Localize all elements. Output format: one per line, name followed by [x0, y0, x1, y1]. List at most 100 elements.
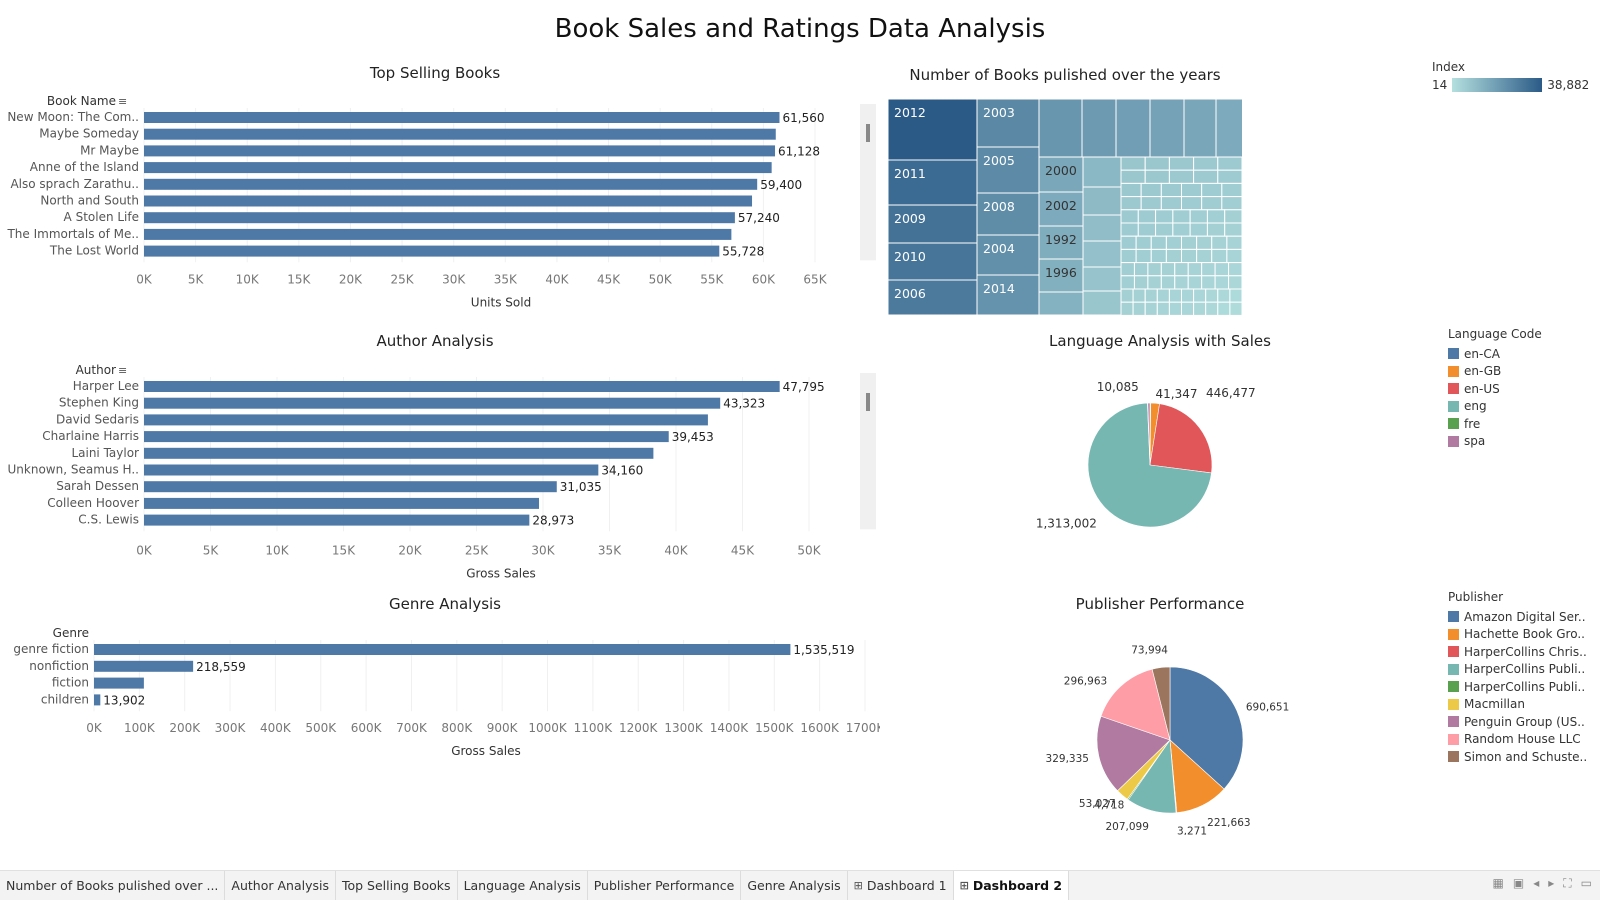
- treemap-cell[interactable]: [1140, 196, 1162, 211]
- treemap-cell[interactable]: [1133, 262, 1149, 277]
- books-per-year-treemap[interactable]: 2012 2011 2009 2010 2006 2003 2005 2008 2004 2014…: [888, 99, 1242, 315]
- treemap-cell[interactable]: [1221, 196, 1242, 211]
- treemap-cell[interactable]: [1144, 301, 1158, 315]
- treemap-cell[interactable]: [1174, 275, 1189, 290]
- tab-author-analysis[interactable]: Author Analysis: [225, 870, 336, 900]
- treemap-cell[interactable]: [1172, 209, 1191, 224]
- treemap-cell[interactable]: [1147, 262, 1162, 277]
- film-strip-icon[interactable]: ▣: [1512, 876, 1525, 890]
- treemap-cell[interactable]: [888, 279, 978, 315]
- treemap-cell[interactable]: [1120, 222, 1139, 237]
- treemap-cell[interactable]: [1174, 262, 1189, 277]
- treemap-cell[interactable]: [1226, 248, 1242, 264]
- tab-publisher-performance[interactable]: Publisher Performance: [588, 870, 742, 900]
- author-analysis-bar-chart[interactable]: Author ≡ Harper Lee 47,795 Stephen King 43,32…: [0, 355, 880, 585]
- treemap-cell[interactable]: [1135, 248, 1152, 264]
- author-bar[interactable]: [144, 464, 599, 476]
- grid-view-icon[interactable]: ▦: [1492, 876, 1504, 890]
- treemap-cell[interactable]: [1187, 275, 1203, 290]
- treemap-cell[interactable]: [1193, 156, 1219, 171]
- treemap-cell[interactable]: [1168, 169, 1195, 184]
- treemap-cell[interactable]: [1193, 301, 1207, 315]
- treemap-cell[interactable]: [1038, 225, 1084, 260]
- top-selling-bar[interactable]: [144, 178, 758, 190]
- treemap-cell[interactable]: [888, 204, 978, 244]
- treemap-cell[interactable]: [1147, 275, 1162, 290]
- treemap-cell[interactable]: [1196, 248, 1213, 264]
- treemap-cell[interactable]: [1120, 182, 1142, 198]
- treemap-cell[interactable]: [1172, 222, 1191, 237]
- publisher-legend-item-amazon-digital-ser[interactable]: Amazon Digital Ser..: [1448, 608, 1587, 626]
- language-legend-item-en-us[interactable]: en-US: [1448, 380, 1542, 398]
- language-legend-item-en-ca[interactable]: en-CA: [1448, 345, 1542, 363]
- author-bar[interactable]: [144, 414, 708, 426]
- treemap-cell[interactable]: [1120, 196, 1142, 211]
- publisher-slice-simon-and-schuste[interactable]: [1151, 666, 1171, 741]
- treemap-cell[interactable]: [1228, 262, 1242, 277]
- treemap-cell[interactable]: [1217, 288, 1231, 303]
- genre-bar[interactable]: [94, 660, 194, 672]
- treemap-cell[interactable]: [1156, 301, 1170, 315]
- treemap-cell[interactable]: [1168, 288, 1182, 303]
- treemap-cell[interactable]: [1120, 248, 1137, 264]
- treemap-cell[interactable]: [1150, 235, 1167, 250]
- top-selling-bar[interactable]: [144, 228, 732, 240]
- treemap-cell[interactable]: [1229, 288, 1242, 303]
- treemap-cell[interactable]: [1120, 156, 1146, 171]
- treemap-cell[interactable]: [1217, 156, 1242, 171]
- top-selling-bar[interactable]: [144, 162, 772, 174]
- genre-analysis-bar-chart[interactable]: Genre genre fiction 1,535,519 nonfiction 218…: [0, 616, 880, 766]
- treemap-cell[interactable]: [1214, 275, 1230, 290]
- publisher-legend-item-macmillan[interactable]: Macmillan: [1448, 696, 1587, 714]
- treemap-cell[interactable]: [1206, 222, 1226, 237]
- treemap-cell[interactable]: [1201, 196, 1223, 211]
- genre-bar[interactable]: [94, 694, 101, 706]
- treemap-cell[interactable]: [1082, 186, 1122, 216]
- treemap-cell[interactable]: [1214, 262, 1230, 277]
- publisher-legend-item-harpercollins-publi[interactable]: HarperCollins Publi..: [1448, 661, 1587, 679]
- tab-dashboard-2[interactable]: ⊞ Dashboard 2: [953, 870, 1070, 900]
- prev-sheet-icon[interactable]: ◂: [1533, 876, 1540, 890]
- treemap-cell[interactable]: [1160, 182, 1183, 198]
- treemap-cell[interactable]: [1215, 99, 1242, 158]
- language-legend-item-fre[interactable]: fre: [1448, 415, 1542, 433]
- treemap-cell[interactable]: [1120, 235, 1137, 250]
- treemap-cell[interactable]: [1196, 235, 1213, 250]
- treemap-cell[interactable]: [1160, 275, 1176, 290]
- treemap-cell[interactable]: [1160, 262, 1176, 277]
- language-legend-item-spa[interactable]: spa: [1448, 433, 1542, 451]
- fullscreen-icon[interactable]: ⛶: [1563, 876, 1572, 890]
- treemap-cell[interactable]: [1201, 275, 1216, 290]
- publisher-legend-item-simon-and-schuste[interactable]: Simon and Schuste..: [1448, 748, 1587, 766]
- treemap-cell[interactable]: [1155, 209, 1174, 224]
- treemap-cell[interactable]: [1181, 288, 1195, 303]
- treemap-cell[interactable]: [1133, 275, 1149, 290]
- treemap-cell[interactable]: [1181, 248, 1198, 264]
- treemap-cell[interactable]: [1217, 301, 1231, 315]
- treemap-cell[interactable]: [1205, 288, 1219, 303]
- language-slice-spa[interactable]: [1147, 402, 1151, 466]
- tab-number-of-books-pulished-over[interactable]: Number of Books pulished over ...: [0, 870, 226, 900]
- treemap-cell[interactable]: [976, 234, 1040, 276]
- treemap-cell[interactable]: [1137, 209, 1157, 224]
- treemap-cell[interactable]: [976, 146, 1040, 194]
- top-selling-bar[interactable]: [144, 195, 753, 207]
- author-bar[interactable]: [144, 481, 557, 493]
- treemap-cell[interactable]: [1082, 214, 1122, 242]
- treemap-cell[interactable]: [1144, 288, 1158, 303]
- treemap-cell[interactable]: [1229, 301, 1242, 315]
- publisher-legend-item-harpercollins-publi[interactable]: HarperCollins Publi..: [1448, 678, 1587, 696]
- treemap-cell[interactable]: [1181, 301, 1195, 315]
- publisher-legend-item-harpercollins-chris[interactable]: HarperCollins Chris..: [1448, 643, 1587, 661]
- language-legend-item-eng[interactable]: eng: [1448, 398, 1542, 416]
- genre-bar[interactable]: [94, 644, 791, 655]
- treemap-cell[interactable]: [1193, 288, 1207, 303]
- treemap-cell[interactable]: [976, 274, 1040, 315]
- treemap-cell[interactable]: [1120, 288, 1134, 303]
- treemap-cell[interactable]: [976, 192, 1040, 236]
- sort-icon[interactable]: ≡: [118, 95, 127, 108]
- top-selling-bar[interactable]: [144, 112, 780, 123]
- tab-genre-analysis[interactable]: Genre Analysis: [741, 870, 848, 900]
- treemap-cell[interactable]: [1120, 262, 1135, 277]
- tab-top-selling-books[interactable]: Top Selling Books: [336, 870, 458, 900]
